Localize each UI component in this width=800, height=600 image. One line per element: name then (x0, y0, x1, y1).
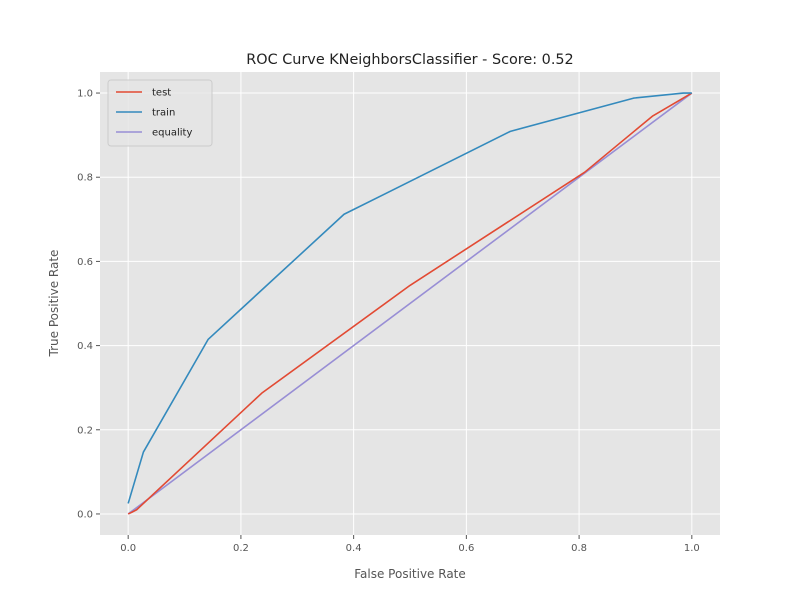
series-line-train (127, 92, 692, 504)
grid-lines (100, 72, 720, 535)
x-tick-label: 0.4 (346, 543, 362, 554)
x-tick-label: 0.8 (571, 543, 587, 554)
legend-box (107, 79, 213, 147)
y-tick-label: 1.0 (77, 89, 93, 100)
axis-ticks: 0.0 0.2 0.4 0.6 0.8 1.0 0.0 0.2 0.4 0.6 0.8 1.0 (77, 89, 700, 554)
series-line-equality (127, 92, 693, 515)
x-tick-label: 0.0 (120, 543, 136, 554)
series-line-test (127, 92, 693, 515)
legend: test train equality (107, 79, 213, 147)
y-axis-label: True Positive Rate (47, 250, 61, 358)
x-tick-label: 0.6 (458, 543, 474, 554)
y-tick-label: 0.8 (77, 173, 93, 184)
legend-label-train: train (152, 108, 175, 119)
y-tick-label: 0.4 (77, 341, 93, 352)
legend-label-test: test (152, 88, 171, 99)
y-tick-label: 0.2 (77, 425, 93, 436)
x-tick-label: 1.0 (684, 543, 700, 554)
y-tick-label: 0.6 (77, 257, 93, 268)
legend-label-equality: equality (152, 128, 192, 139)
x-tick-label: 0.2 (233, 543, 249, 554)
series-lines (127, 92, 693, 515)
x-axis-label: False Positive Rate (354, 567, 466, 581)
chart-title: ROC Curve KNeighborsClassifier - Score: … (246, 52, 573, 68)
y-tick-label: 0.0 (77, 509, 93, 520)
